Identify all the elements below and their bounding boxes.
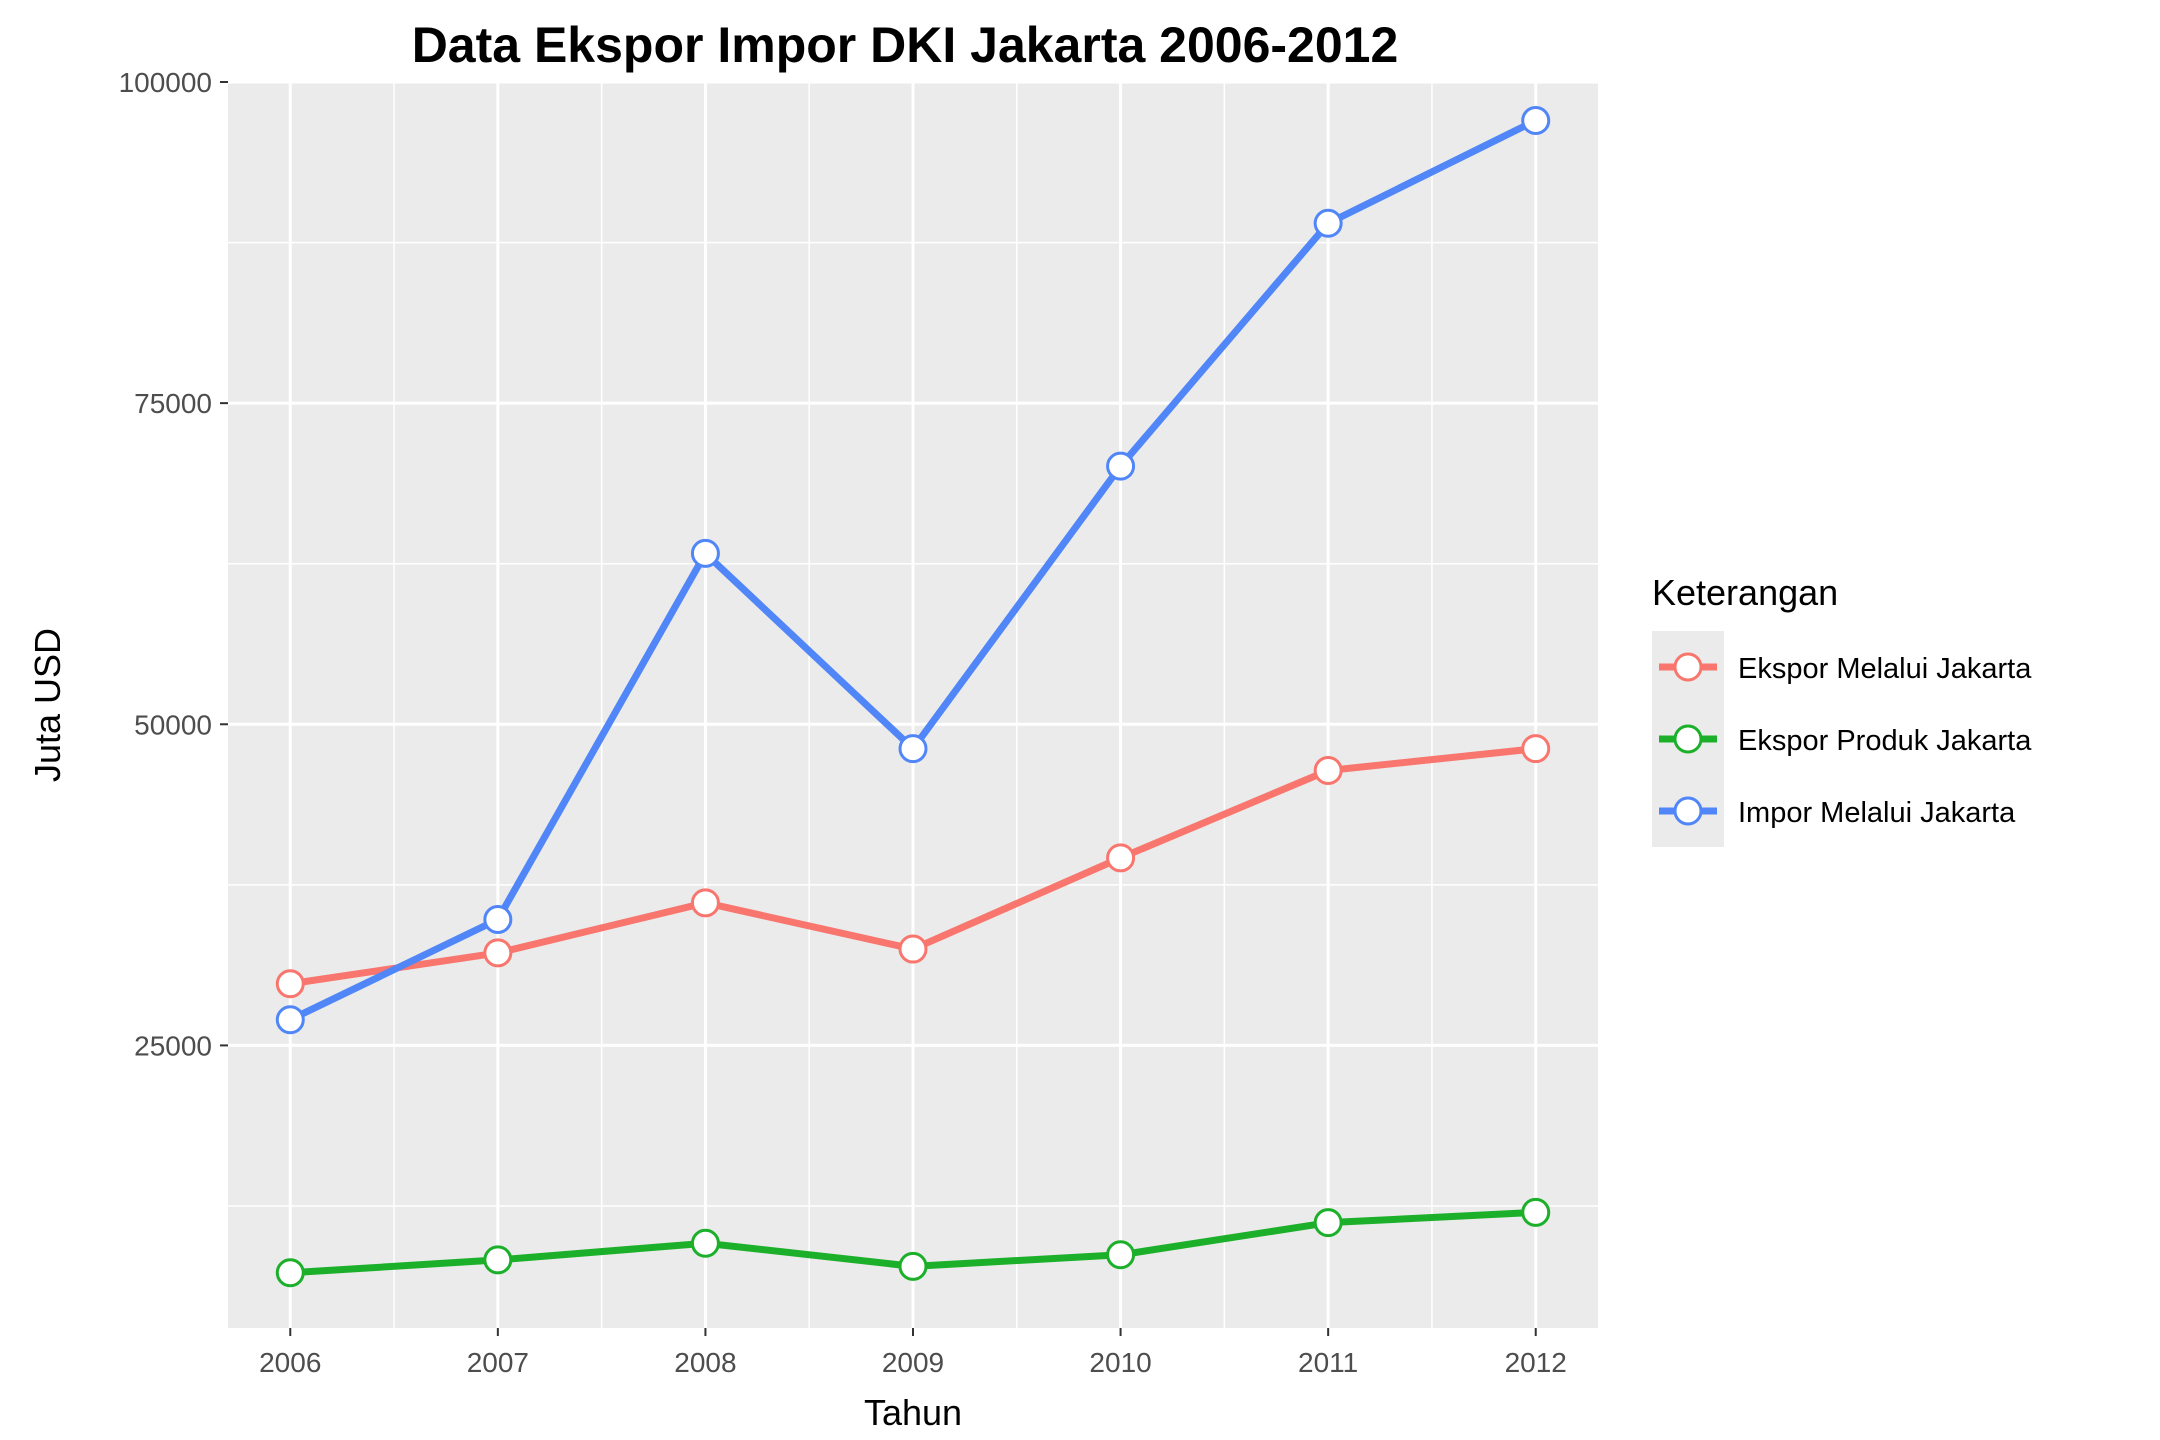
chart-title: Data Ekspor Impor DKI Jakarta 2006-2012 [412,17,1399,73]
legend-key-point [1673,652,1703,682]
x-axis-title: Tahun [864,1392,962,1433]
data-point [1521,106,1551,136]
y-tick-label: 50000 [134,709,212,740]
data-point [898,734,928,764]
data-point [1106,1240,1136,1270]
legend-items: Ekspor Melalui Jakarta Ekspor Produk Jaka… [1652,631,2032,847]
data-point [483,938,513,968]
data-point [690,888,720,918]
legend-label: Ekspor Produk Jakarta [1738,725,2032,757]
x-tick-label: 2010 [1089,1347,1151,1378]
data-point [1521,1197,1551,1227]
x-tick-label: 2008 [674,1347,736,1378]
y-tick-label: 75000 [134,388,212,419]
data-point [1106,451,1136,481]
x-tick-label: 2006 [259,1347,321,1378]
tick-labels: 2006 2007 2008 2009 2010 2011 2012 25000 50000 75… [119,67,1567,1378]
data-point [690,1228,720,1258]
data-point [1106,843,1136,873]
legend-key-point [1673,724,1703,754]
legend-label: Impor Melalui Jakarta [1738,797,2016,829]
x-tick-label: 2007 [467,1347,529,1378]
x-tick-label: 2011 [1298,1347,1358,1378]
legend-label: Ekspor Melalui Jakarta [1738,653,2032,685]
legend: Keterangan Ekspor Melalui JakartaEkspor … [1652,572,2032,847]
data-point [898,934,928,964]
data-point [483,905,513,935]
data-point [690,538,720,568]
y-tick-label: 25000 [134,1030,212,1061]
data-point [1313,208,1343,238]
major-gridlines [228,80,1598,1328]
y-tick-label: 100000 [119,67,212,98]
x-tick-label: 2012 [1505,1347,1567,1378]
data-point [483,1245,513,1275]
data-point [275,969,305,999]
axis-ticks [220,81,1537,1336]
series-points [275,106,1551,1288]
y-axis-title: Juta USD [27,628,68,782]
legend-key-point [1673,796,1703,826]
data-point [275,1005,305,1035]
data-point [275,1258,305,1288]
legend-title: Keterangan [1652,572,1838,613]
data-point [1313,756,1343,786]
data-point [1521,734,1551,764]
data-point [898,1251,928,1281]
data-point [1313,1208,1343,1238]
x-tick-label: 2009 [882,1347,944,1378]
